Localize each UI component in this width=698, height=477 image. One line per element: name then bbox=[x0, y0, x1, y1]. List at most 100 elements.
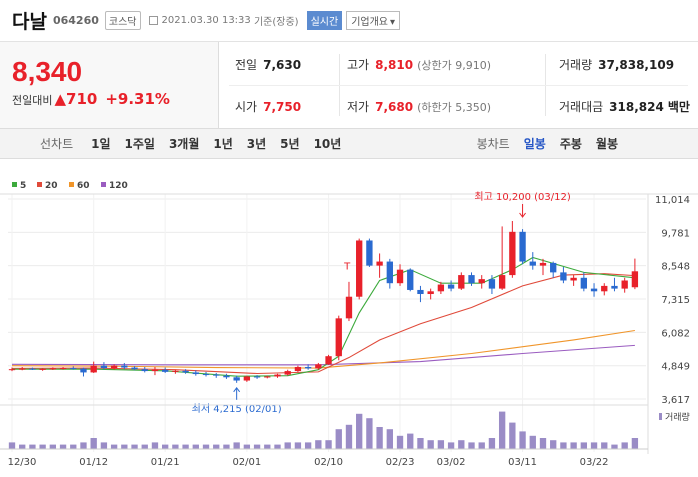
candle-body bbox=[182, 370, 189, 373]
x-tick-label: 02/23 bbox=[386, 457, 415, 468]
volume-bar bbox=[223, 444, 230, 449]
candle-body bbox=[274, 374, 281, 377]
candle-body bbox=[621, 280, 628, 289]
volume-bar bbox=[325, 440, 332, 449]
volume-bar bbox=[100, 442, 108, 449]
volume-bar bbox=[131, 444, 138, 449]
candle-body bbox=[498, 275, 506, 289]
candle-body bbox=[335, 318, 342, 357]
volume-bar bbox=[335, 429, 342, 449]
legend-label-60: 60 bbox=[77, 181, 90, 191]
tab-10y[interactable]: 10년 bbox=[313, 137, 342, 151]
volume-bar bbox=[427, 440, 434, 449]
candle-body bbox=[488, 279, 496, 289]
amount-label: 거래대금 bbox=[559, 100, 604, 114]
tab-3y[interactable]: 3년 bbox=[246, 137, 267, 151]
legend-swatch-5 bbox=[12, 182, 17, 187]
candle-body bbox=[192, 372, 199, 375]
ma120-line bbox=[11, 344, 635, 366]
volume-bar bbox=[162, 444, 169, 449]
volume-bar bbox=[253, 444, 261, 449]
volume-bar bbox=[509, 422, 516, 449]
candle-body bbox=[539, 262, 547, 266]
candle-body bbox=[590, 288, 598, 292]
x-tick-label: 01/12 bbox=[79, 457, 108, 468]
candle-body bbox=[509, 231, 516, 276]
candle-body bbox=[90, 365, 97, 373]
high-label: 고가 bbox=[347, 58, 370, 72]
lower-limit: (하한가 5,350) bbox=[417, 101, 491, 114]
candle-body bbox=[202, 374, 210, 376]
marker-label: T bbox=[343, 262, 351, 273]
volume-bar bbox=[304, 442, 312, 449]
tab-1w[interactable]: 1주일 bbox=[124, 137, 155, 151]
tab-5y[interactable]: 5년 bbox=[280, 137, 300, 151]
candle-body bbox=[407, 269, 414, 290]
candle-body bbox=[447, 284, 455, 289]
candle-body bbox=[315, 364, 322, 369]
volume-bar bbox=[80, 442, 87, 449]
volume-legend-swatch bbox=[659, 413, 662, 420]
volume-bar bbox=[601, 442, 608, 449]
stock-name: 다날 bbox=[12, 11, 47, 33]
candle-body bbox=[59, 368, 67, 370]
candle-body bbox=[172, 370, 179, 372]
low-arrowhead bbox=[233, 386, 241, 393]
volume-bar bbox=[631, 438, 639, 449]
tab-3m[interactable]: 3개월 bbox=[168, 137, 200, 151]
volume-bar bbox=[407, 433, 414, 449]
candle-body bbox=[396, 269, 404, 284]
volume-label: 거래량 bbox=[665, 411, 690, 423]
prev-value: 7,630 bbox=[263, 58, 302, 72]
x-tick-label: 03/11 bbox=[508, 457, 537, 468]
volume-bar bbox=[59, 444, 67, 449]
volume-bar bbox=[366, 418, 373, 449]
volume-bar bbox=[539, 438, 547, 449]
stock-chart[interactable]: 5 20 60 120 11,014 9,781 8,548 7,315 6,082 4,849 3… bbox=[0, 162, 698, 477]
realtime-button[interactable]: 실시간 bbox=[306, 11, 343, 30]
tab-1y[interactable]: 1년 bbox=[213, 137, 233, 151]
tab-weekly[interactable]: 주봉 bbox=[559, 137, 582, 151]
candle-body bbox=[264, 376, 271, 378]
volume-bar bbox=[182, 444, 189, 449]
legend-swatch-60 bbox=[69, 182, 74, 187]
volume-bar bbox=[356, 413, 363, 449]
basis-text: 기준(장중) bbox=[253, 17, 299, 28]
corp-info-dropdown[interactable]: 기업개요 ▾ bbox=[346, 11, 401, 30]
volume-bar bbox=[110, 444, 118, 449]
volume-bar bbox=[121, 444, 128, 449]
candle-body bbox=[356, 240, 363, 297]
legend-swatch-120 bbox=[101, 182, 106, 187]
candle-body bbox=[560, 272, 567, 281]
volume-bar bbox=[151, 442, 159, 449]
candle-body bbox=[345, 296, 353, 319]
tab-1d[interactable]: 1일 bbox=[91, 137, 111, 151]
volume-bar bbox=[396, 435, 404, 449]
x-tick-label: 01/21 bbox=[151, 457, 180, 468]
current-price: 8,340 bbox=[12, 56, 83, 87]
open-label: 시가 bbox=[235, 100, 258, 114]
volume-bar bbox=[590, 442, 598, 449]
line-chart-label: 선차트 bbox=[40, 137, 74, 151]
volume-bar bbox=[437, 440, 445, 449]
high-arrowhead bbox=[519, 212, 526, 218]
volume-bar bbox=[29, 444, 36, 449]
candle-body bbox=[529, 261, 536, 266]
volume-bar bbox=[621, 442, 628, 449]
candle-chart-label: 봉차트 bbox=[476, 137, 510, 151]
volume-bar bbox=[8, 442, 16, 449]
datetime-text: 2021.03.30 13:33 bbox=[161, 15, 251, 26]
stock-header: 다날 064260 코스닥 2021.03.30 13:33 기준(장중) 실시… bbox=[0, 0, 698, 42]
candle-body bbox=[468, 275, 475, 284]
change-value: ▲710 bbox=[54, 90, 98, 108]
volume-bar bbox=[447, 442, 455, 449]
candle-body bbox=[100, 365, 108, 369]
change-label: 전일대비 bbox=[12, 94, 53, 107]
candle-body bbox=[8, 369, 16, 371]
corp-info-label: 기업개요 bbox=[351, 17, 388, 28]
candle-body bbox=[39, 368, 46, 370]
tab-monthly[interactable]: 월봉 bbox=[595, 137, 618, 151]
tab-daily[interactable]: 일봉 bbox=[523, 137, 546, 151]
x-tick-label: 02/10 bbox=[314, 457, 343, 468]
volume-bar bbox=[274, 444, 281, 449]
